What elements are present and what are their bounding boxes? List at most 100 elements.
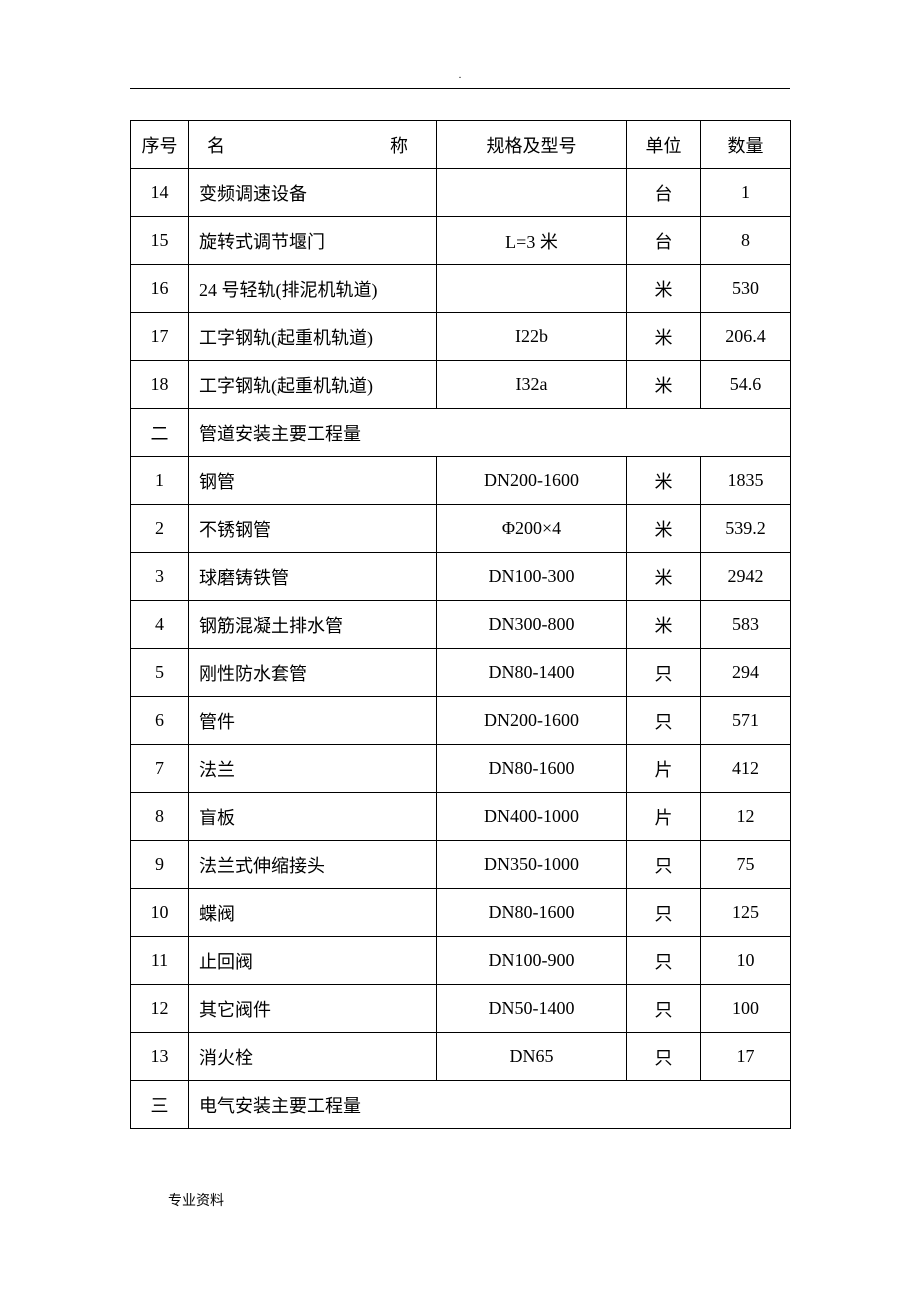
cell-name: 钢筋混凝土排水管 bbox=[189, 601, 437, 649]
cell-unit: 米 bbox=[627, 553, 701, 601]
table-row: 18工字钢轨(起重机轨道)I32a米54.6 bbox=[131, 361, 791, 409]
cell-qty: 125 bbox=[701, 889, 791, 937]
cell-qty: 412 bbox=[701, 745, 791, 793]
cell-qty: 17 bbox=[701, 1033, 791, 1081]
cell-seq: 13 bbox=[131, 1033, 189, 1081]
cell-seq: 12 bbox=[131, 985, 189, 1033]
cell-unit: 只 bbox=[627, 889, 701, 937]
cell-seq: 9 bbox=[131, 841, 189, 889]
table-body: 14变频调速设备台115旋转式调节堰门L=3 米台81624 号轻轨(排泥机轨道… bbox=[131, 169, 791, 1129]
cell-spec: DN200-1600 bbox=[437, 697, 627, 745]
cell-seq: 三 bbox=[131, 1081, 189, 1129]
cell-spec bbox=[437, 265, 627, 313]
cell-seq: 6 bbox=[131, 697, 189, 745]
cell-spec: I22b bbox=[437, 313, 627, 361]
cell-qty: 2942 bbox=[701, 553, 791, 601]
cell-seq: 14 bbox=[131, 169, 189, 217]
cell-unit: 米 bbox=[627, 505, 701, 553]
cell-qty: 54.6 bbox=[701, 361, 791, 409]
cell-spec: DN350-1000 bbox=[437, 841, 627, 889]
cell-unit: 只 bbox=[627, 1033, 701, 1081]
cell-spec: DN80-1600 bbox=[437, 889, 627, 937]
cell-qty: 8 bbox=[701, 217, 791, 265]
cell-qty: 530 bbox=[701, 265, 791, 313]
cell-unit: 米 bbox=[627, 361, 701, 409]
header-name-char1: 名 bbox=[207, 132, 225, 158]
cell-spec: DN80-1600 bbox=[437, 745, 627, 793]
cell-seq: 7 bbox=[131, 745, 189, 793]
cell-name: 止回阀 bbox=[189, 937, 437, 985]
table-row: 17工字钢轨(起重机轨道)I22b米206.4 bbox=[131, 313, 791, 361]
table-row: 12其它阀件DN50-1400只100 bbox=[131, 985, 791, 1033]
header-unit: 单位 bbox=[627, 121, 701, 169]
table-row: 15旋转式调节堰门L=3 米台8 bbox=[131, 217, 791, 265]
cell-name: 法兰 bbox=[189, 745, 437, 793]
cell-name: 旋转式调节堰门 bbox=[189, 217, 437, 265]
cell-name: 管件 bbox=[189, 697, 437, 745]
table-row: 1钢管DN200-1600米1835 bbox=[131, 457, 791, 505]
cell-qty: 75 bbox=[701, 841, 791, 889]
cell-spec bbox=[437, 169, 627, 217]
cell-unit: 米 bbox=[627, 457, 701, 505]
cell-spec: L=3 米 bbox=[437, 217, 627, 265]
cell-seq: 16 bbox=[131, 265, 189, 313]
table-row: 11止回阀DN100-900只10 bbox=[131, 937, 791, 985]
top-rule bbox=[130, 88, 790, 89]
cell-seq: 5 bbox=[131, 649, 189, 697]
cell-seq: 4 bbox=[131, 601, 189, 649]
cell-unit: 片 bbox=[627, 793, 701, 841]
cell-seq: 3 bbox=[131, 553, 189, 601]
cell-name: 球磨铸铁管 bbox=[189, 553, 437, 601]
header-seq: 序号 bbox=[131, 121, 189, 169]
cell-unit: 只 bbox=[627, 985, 701, 1033]
cell-seq: 2 bbox=[131, 505, 189, 553]
table-row: 7法兰DN80-1600片412 bbox=[131, 745, 791, 793]
cell-spec: DN100-900 bbox=[437, 937, 627, 985]
cell-name: 24 号轻轨(排泥机轨道) bbox=[189, 265, 437, 313]
table-row: 8盲板DN400-1000片12 bbox=[131, 793, 791, 841]
table-row: 9法兰式伸缩接头DN350-1000只75 bbox=[131, 841, 791, 889]
footer-text: 专业资料 bbox=[168, 1190, 224, 1210]
cell-qty: 100 bbox=[701, 985, 791, 1033]
header-name: 名 称 bbox=[189, 121, 437, 169]
cell-name: 不锈钢管 bbox=[189, 505, 437, 553]
cell-qty: 1 bbox=[701, 169, 791, 217]
table-row: 三电气安装主要工程量 bbox=[131, 1081, 791, 1129]
cell-spec: DN50-1400 bbox=[437, 985, 627, 1033]
header-qty: 数量 bbox=[701, 121, 791, 169]
cell-qty: 583 bbox=[701, 601, 791, 649]
cell-qty: 539.2 bbox=[701, 505, 791, 553]
cell-unit: 台 bbox=[627, 169, 701, 217]
cell-seq: 18 bbox=[131, 361, 189, 409]
table-row: 1624 号轻轨(排泥机轨道) 米530 bbox=[131, 265, 791, 313]
table-row: 14变频调速设备 台1 bbox=[131, 169, 791, 217]
cell-unit: 只 bbox=[627, 649, 701, 697]
cell-qty: 12 bbox=[701, 793, 791, 841]
cell-spec: I32a bbox=[437, 361, 627, 409]
cell-section-title: 管道安装主要工程量 bbox=[189, 409, 791, 457]
cell-seq: 11 bbox=[131, 937, 189, 985]
cell-spec: DN65 bbox=[437, 1033, 627, 1081]
cell-qty: 571 bbox=[701, 697, 791, 745]
cell-name: 工字钢轨(起重机轨道) bbox=[189, 361, 437, 409]
cell-spec: DN200-1600 bbox=[437, 457, 627, 505]
cell-unit: 米 bbox=[627, 601, 701, 649]
cell-name: 变频调速设备 bbox=[189, 169, 437, 217]
table-row: 10蝶阀DN80-1600只125 bbox=[131, 889, 791, 937]
cell-name: 工字钢轨(起重机轨道) bbox=[189, 313, 437, 361]
cell-name: 消火栓 bbox=[189, 1033, 437, 1081]
cell-spec: Φ200×4 bbox=[437, 505, 627, 553]
table-row: 4钢筋混凝土排水管DN300-800米583 bbox=[131, 601, 791, 649]
table-row: 二管道安装主要工程量 bbox=[131, 409, 791, 457]
cell-unit: 米 bbox=[627, 265, 701, 313]
cell-qty: 1835 bbox=[701, 457, 791, 505]
page-dot: . bbox=[459, 70, 462, 81]
cell-qty: 294 bbox=[701, 649, 791, 697]
cell-spec: DN400-1000 bbox=[437, 793, 627, 841]
header-name-char2: 称 bbox=[390, 132, 408, 158]
cell-seq: 10 bbox=[131, 889, 189, 937]
cell-name: 盲板 bbox=[189, 793, 437, 841]
cell-qty: 10 bbox=[701, 937, 791, 985]
cell-unit: 台 bbox=[627, 217, 701, 265]
table-row: 13消火栓DN65只17 bbox=[131, 1033, 791, 1081]
